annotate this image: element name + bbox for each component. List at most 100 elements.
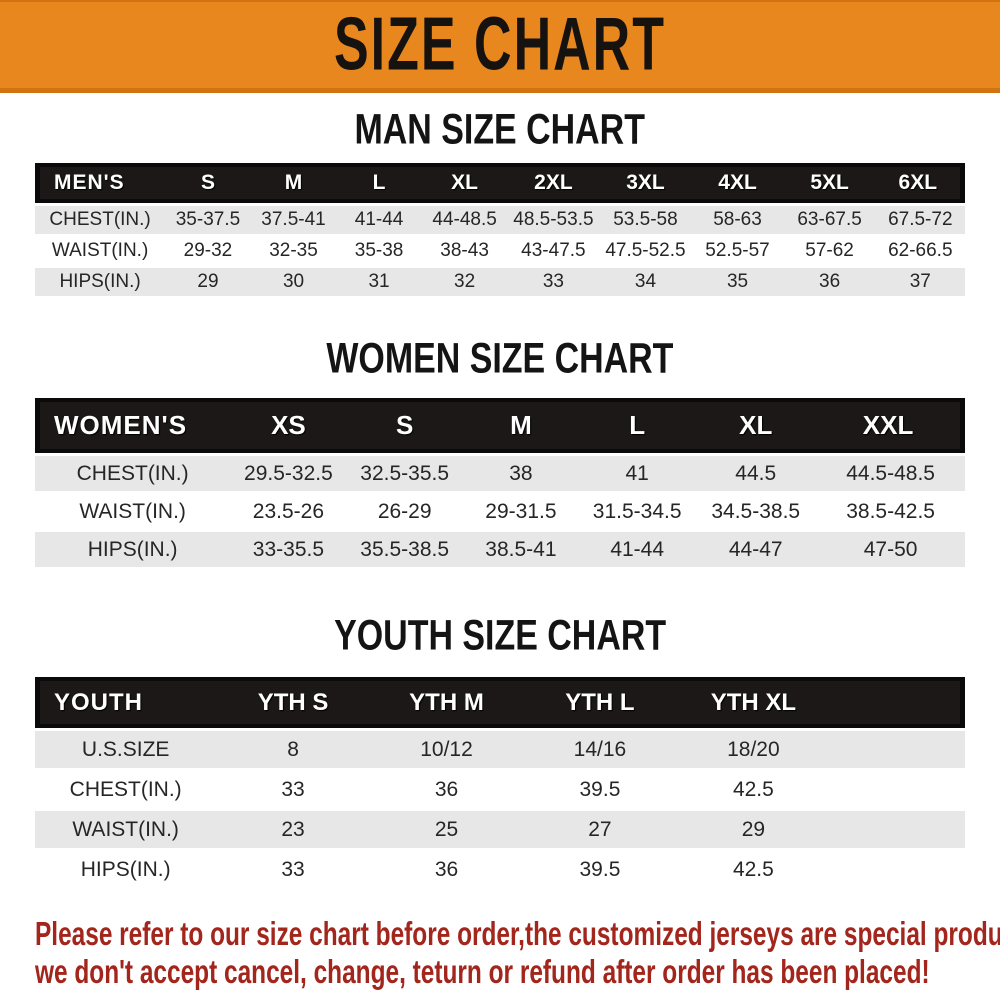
youth-measurement-value: 36 [369,771,524,808]
youth-header-spacer-cell [830,677,965,728]
youth-measurement-value: 8 [216,731,370,768]
youth-measurement-value: 39.5 [523,771,677,808]
women-row-label: WAIST(IN.) [35,494,231,529]
women-measurement-row: CHEST(IN.) 29.5-32.5 32.5-35.5 38 41 44.5 44.5… [35,456,965,491]
youth-row-label: WAIST(IN.) [35,811,217,848]
men-measurement-value: 41-44 [336,206,422,234]
youth-size-column-header: YTH L [523,677,677,728]
men-measurement-value: 47.5-52.5 [599,237,692,265]
youth-measurement-value: 18/20 [676,731,831,768]
youth-row-label: HIPS(IN.) [35,851,217,888]
women-measurement-value: 38.5-41 [462,532,580,567]
women-size-chart-heading: WOMEN SIZE CHART [0,335,1000,383]
men-size-column-header: XL [421,163,508,203]
youth-measurement-value: 39.5 [523,851,677,888]
youth-row-spacer-cell [830,851,965,888]
men-measurement-value: 29-32 [165,237,251,265]
youth-group-label: YOUTH [35,677,217,728]
men-measurement-value: 44-48.5 [421,206,508,234]
men-measurement-value: 35-37.5 [165,206,251,234]
youth-measurement-value: 33 [216,771,370,808]
women-row-label: HIPS(IN.) [35,532,231,567]
women-measurement-value: 44-47 [695,532,817,567]
youth-row-spacer-cell [830,731,965,768]
men-measurement-value: 34 [599,268,692,296]
women-size-column-header: XS [230,398,347,453]
men-measurement-value: 36 [783,268,876,296]
women-size-table-wrap: WOMEN'S XS S M L XL XXL CHEST(IN.) 29.5-32.5 32.5… [0,395,1000,570]
women-measurement-value: 38.5-42.5 [816,494,965,529]
women-measurement-value: 38 [462,456,580,491]
men-measurement-value: 53.5-58 [599,206,692,234]
youth-size-chart-title: YOUTH SIZE CHART [334,611,666,660]
women-header-row: WOMEN'S XS S M L XL XXL [35,398,965,453]
youth-measurement-value: 27 [523,811,677,848]
youth-size-column-header: YTH S [216,677,370,728]
men-measurement-value: 57-62 [783,237,876,265]
men-row-label: CHEST(IN.) [35,206,166,234]
women-measurement-row: WAIST(IN.) 23.5-26 26-29 29-31.5 31.5-34.5 34… [35,494,965,529]
women-row-label: CHEST(IN.) [35,456,231,491]
women-measurement-value: 35.5-38.5 [346,532,463,567]
women-measurement-value: 44.5 [695,456,817,491]
women-measurement-value: 33-35.5 [230,532,347,567]
men-measurement-value: 52.5-57 [691,237,784,265]
men-size-column-header: M [250,163,337,203]
women-measurement-value: 29.5-32.5 [230,456,347,491]
men-measurement-value: 38-43 [421,237,508,265]
men-size-column-header: 3XL [599,163,692,203]
women-size-column-header: L [579,398,696,453]
men-measurement-row: WAIST(IN.) 29-32 32-35 35-38 38-43 43-47.5 47.… [35,237,965,265]
women-group-label: WOMEN'S [35,398,231,453]
youth-measurement-value: 23 [216,811,370,848]
men-measurement-value: 67.5-72 [875,206,965,234]
women-measurement-value: 47-50 [816,532,965,567]
women-size-table: WOMEN'S XS S M L XL XXL CHEST(IN.) 29.5-32.5 32.5… [35,395,965,570]
youth-measurement-value: 29 [676,811,831,848]
men-measurement-value: 30 [250,268,337,296]
order-disclaimer: Please refer to our size chart before or… [35,915,1000,991]
men-measurement-value: 35-38 [336,237,422,265]
men-row-label: WAIST(IN.) [35,237,166,265]
men-measurement-value: 62-66.5 [875,237,965,265]
men-measurement-row: HIPS(IN.) 29 30 31 32 33 34 35 36 37 [35,268,965,296]
men-measurement-value: 31 [336,268,422,296]
men-size-column-header: 5XL [783,163,876,203]
youth-size-table-wrap: YOUTH YTH S YTH M YTH L YTH XL U.S.SIZE 8 10/12… [0,674,1000,891]
men-measurement-value: 32 [421,268,508,296]
youth-measurement-value: 42.5 [676,851,831,888]
men-measurement-value: 33 [507,268,600,296]
youth-size-column-header: YTH M [369,677,524,728]
men-row-label: HIPS(IN.) [35,268,166,296]
youth-row-spacer-cell [830,771,965,808]
youth-row-label: CHEST(IN.) [35,771,217,808]
women-measurement-value: 26-29 [346,494,463,529]
disclaimer-line-1: Please refer to our size chart before or… [35,915,1000,952]
youth-measurement-row: U.S.SIZE 8 10/12 14/16 18/20 [35,731,965,768]
youth-row-spacer-cell [830,811,965,848]
youth-measurement-value: 36 [369,851,524,888]
men-measurement-value: 43-47.5 [507,237,600,265]
men-size-column-header: S [165,163,251,203]
men-size-column-header: 6XL [875,163,965,203]
youth-measurement-value: 25 [369,811,524,848]
banner-title: SIZE CHART [334,2,666,88]
men-group-label: MEN'S [35,163,166,203]
women-measurement-value: 41-44 [579,532,696,567]
men-measurement-value: 35 [691,268,784,296]
men-measurement-value: 63-67.5 [783,206,876,234]
man-size-chart-title: MAN SIZE CHART [354,105,646,154]
men-measurement-row: CHEST(IN.) 35-37.5 37.5-41 41-44 44-48.5 48.5… [35,206,965,234]
women-measurement-value: 23.5-26 [230,494,347,529]
men-size-column-header: 2XL [507,163,600,203]
women-measurement-value: 32.5-35.5 [346,456,463,491]
youth-size-column-header: YTH XL [676,677,831,728]
men-measurement-value: 48.5-53.5 [507,206,600,234]
youth-measurement-value: 33 [216,851,370,888]
women-size-column-header: XXL [816,398,965,453]
youth-row-label: U.S.SIZE [35,731,217,768]
women-measurement-row: HIPS(IN.) 33-35.5 35.5-38.5 38.5-41 41-44 44-… [35,532,965,567]
men-measurement-value: 58-63 [691,206,784,234]
youth-measurement-row: CHEST(IN.) 33 36 39.5 42.5 [35,771,965,808]
men-measurement-value: 29 [165,268,251,296]
